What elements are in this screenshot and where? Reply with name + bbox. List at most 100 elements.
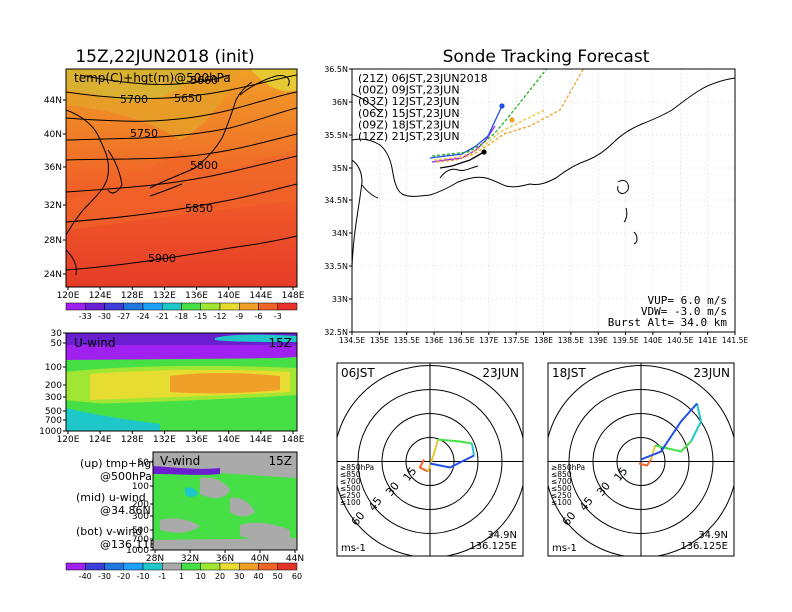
- lon-tick-label: 139.5E: [612, 336, 638, 345]
- contour-label: 5900: [148, 252, 176, 265]
- lat-tick-label: 35.5N: [324, 131, 348, 140]
- lat-tick-label: 32.5N: [324, 328, 348, 337]
- landing-point: [499, 103, 505, 109]
- legend-line: @136.11E: [100, 538, 156, 551]
- colorbar-swatch: [200, 302, 221, 311]
- sonde-track: [439, 151, 485, 169]
- lon-tick-label: 140E: [643, 336, 662, 345]
- contour-label: 5660: [190, 74, 218, 87]
- colorbar-tick-label: -33: [79, 312, 92, 321]
- hodo-level-label: ≤100: [551, 498, 572, 507]
- hodo-trace: [471, 443, 475, 456]
- lat-tick-label: 36N: [216, 554, 234, 564]
- lat-tick-label: 36N: [44, 163, 62, 173]
- colorbar-swatch: [162, 302, 182, 311]
- lon-tick-label: 144E: [249, 435, 272, 445]
- colorbar-swatch: [85, 562, 105, 571]
- colorbar-swatch: [219, 562, 240, 571]
- lon-tick-label: 137E: [479, 336, 498, 345]
- colorbar-tick-label: -40: [79, 572, 92, 581]
- colorbar-tick-label: -27: [117, 312, 130, 321]
- hodo-trace: [429, 454, 475, 469]
- colorbar-swatch: [181, 302, 201, 311]
- colorbar-tick-label: -30: [98, 312, 111, 321]
- colorbar-swatch: [123, 562, 144, 571]
- lat-tick-label: 40N: [44, 130, 62, 140]
- pressure-tick-label: 1000: [126, 546, 149, 556]
- colorbar-tick-label: 20: [215, 572, 225, 581]
- legend-line: (mid) u-wind: [76, 491, 146, 504]
- hodo-trace: [418, 459, 429, 473]
- lon-tick-label: 134.5E: [339, 336, 365, 345]
- colorbar-swatch: [239, 302, 259, 311]
- launch-legend-item: (12Z) 21JST,23JUN: [358, 130, 460, 143]
- colorbar-tick-label: 60: [292, 572, 302, 581]
- hodo-level-label: ≤100: [340, 498, 361, 507]
- hodo-date: 23JUN: [693, 366, 730, 380]
- colorbar-swatch: [258, 302, 278, 311]
- lat-tick-label: 28N: [146, 554, 164, 564]
- colorbar-swatch: [219, 302, 240, 311]
- hodo-level-label: ≤700: [340, 477, 361, 486]
- vup-text: VUP= 6.0 m/s: [648, 294, 727, 307]
- launch-legend-item: (06Z) 15JST,23JUN: [358, 107, 460, 120]
- hodo-level-label: ≤500: [551, 484, 572, 493]
- colorbar-swatch: [65, 302, 86, 311]
- lon-tick-label: 128E: [121, 435, 144, 445]
- colorbar-tick-label: -30: [98, 572, 111, 581]
- lon-tick-label: 120E: [57, 435, 80, 445]
- tracking-panel: Sonde Tracking Forecast 36.5N 36N 35.5N 35N…: [324, 47, 748, 345]
- lat-tick-label: 34.5N: [324, 196, 348, 205]
- hodo-level-label: ≤500: [340, 484, 361, 493]
- hodo-unit: ms-1: [552, 543, 577, 554]
- colorbar-swatch: [142, 302, 163, 311]
- hodo-level-label: ≤850: [340, 470, 361, 479]
- lon-tick-label: 124E: [89, 435, 112, 445]
- lon-tick-label: 135.5E: [394, 336, 420, 345]
- colorbar-tick-label: 40: [253, 572, 263, 581]
- pressure-tick-label: 300: [132, 512, 149, 522]
- sonde-track: [429, 105, 503, 159]
- pressure-tick-label: 50: [138, 458, 150, 468]
- hodo-lon: 136.125E: [469, 541, 517, 552]
- lat-tick-label: 33N: [332, 295, 348, 304]
- lon-tick-label: 141E: [698, 336, 717, 345]
- legend-line: @34.86N: [100, 504, 151, 517]
- lat-tick-label: 32N: [181, 554, 199, 564]
- launch-legend-item: (00Z) 09JST,23JUN: [358, 84, 460, 97]
- pressure-tick-label: 700: [45, 416, 62, 426]
- lat-tick-label: 33.5N: [324, 262, 348, 271]
- lon-tick-label: 136E: [185, 291, 208, 301]
- init-title: 15Z,22JUN2018 (init): [75, 47, 254, 67]
- lon-tick-label: 132E: [153, 435, 176, 445]
- lon-tick-label: 138E: [534, 336, 553, 345]
- colorbar-swatch: [258, 562, 278, 571]
- lon-tick-label: 120E: [57, 291, 80, 301]
- lon-tick-label: 124E: [89, 291, 112, 301]
- pressure-tick-label: 200: [45, 381, 62, 391]
- lon-tick-label: 144E: [249, 291, 272, 301]
- lon-tick-label: 138.5E: [558, 336, 584, 345]
- lon-tick-label: 139E: [589, 336, 608, 345]
- hodo-trace: [638, 458, 652, 467]
- colorbar-tick-label: -10: [136, 572, 149, 581]
- hodo-trace: [690, 403, 703, 442]
- pressure-tick-label: 200: [132, 500, 149, 510]
- vwind-time: 15Z: [269, 454, 293, 468]
- legend-line: (up) tmp+hgt: [80, 457, 156, 470]
- uwind-time: 15Z: [269, 336, 293, 350]
- hodo-unit: ms-1: [341, 543, 366, 554]
- pressure-tick-label: 100: [132, 482, 149, 492]
- lat-tick-label: 40N: [251, 554, 269, 564]
- lat-tick-label: 24N: [44, 270, 62, 280]
- pressure-tick-label: 50: [51, 339, 63, 349]
- landing-point: [509, 117, 515, 123]
- contour-label: 5750: [130, 127, 158, 140]
- colorbar-swatch: [277, 302, 298, 311]
- colorbar-swatch: [162, 562, 182, 571]
- colorbar-tick-label: -6: [255, 312, 263, 321]
- colorbar-tick-label: -3: [274, 312, 282, 321]
- lon-tick-label: 128E: [121, 291, 144, 301]
